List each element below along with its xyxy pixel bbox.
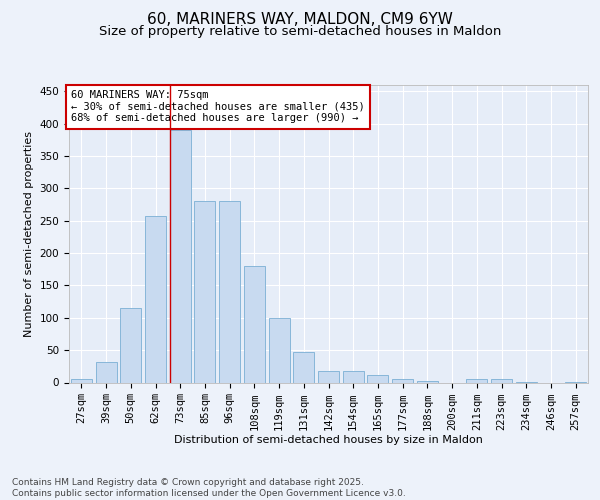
Bar — [219, 202, 240, 382]
Bar — [95, 362, 116, 382]
Bar — [491, 380, 512, 382]
Text: Contains HM Land Registry data © Crown copyright and database right 2025.
Contai: Contains HM Land Registry data © Crown c… — [12, 478, 406, 498]
Bar — [392, 380, 413, 382]
Bar — [194, 202, 215, 382]
Bar — [145, 216, 166, 382]
X-axis label: Distribution of semi-detached houses by size in Maldon: Distribution of semi-detached houses by … — [174, 436, 483, 446]
Y-axis label: Number of semi-detached properties: Number of semi-detached properties — [24, 130, 34, 337]
Bar — [170, 130, 191, 382]
Bar — [244, 266, 265, 382]
Bar — [71, 380, 92, 382]
Bar — [367, 374, 388, 382]
Bar — [466, 380, 487, 382]
Bar — [417, 381, 438, 382]
Text: 60, MARINERS WAY, MALDON, CM9 6YW: 60, MARINERS WAY, MALDON, CM9 6YW — [147, 12, 453, 28]
Text: 60 MARINERS WAY: 75sqm
← 30% of semi-detached houses are smaller (435)
68% of se: 60 MARINERS WAY: 75sqm ← 30% of semi-det… — [71, 90, 365, 124]
Bar — [120, 308, 141, 382]
Text: Size of property relative to semi-detached houses in Maldon: Size of property relative to semi-detach… — [99, 25, 501, 38]
Bar — [318, 371, 339, 382]
Bar — [269, 318, 290, 382]
Bar — [293, 352, 314, 382]
Bar — [343, 371, 364, 382]
